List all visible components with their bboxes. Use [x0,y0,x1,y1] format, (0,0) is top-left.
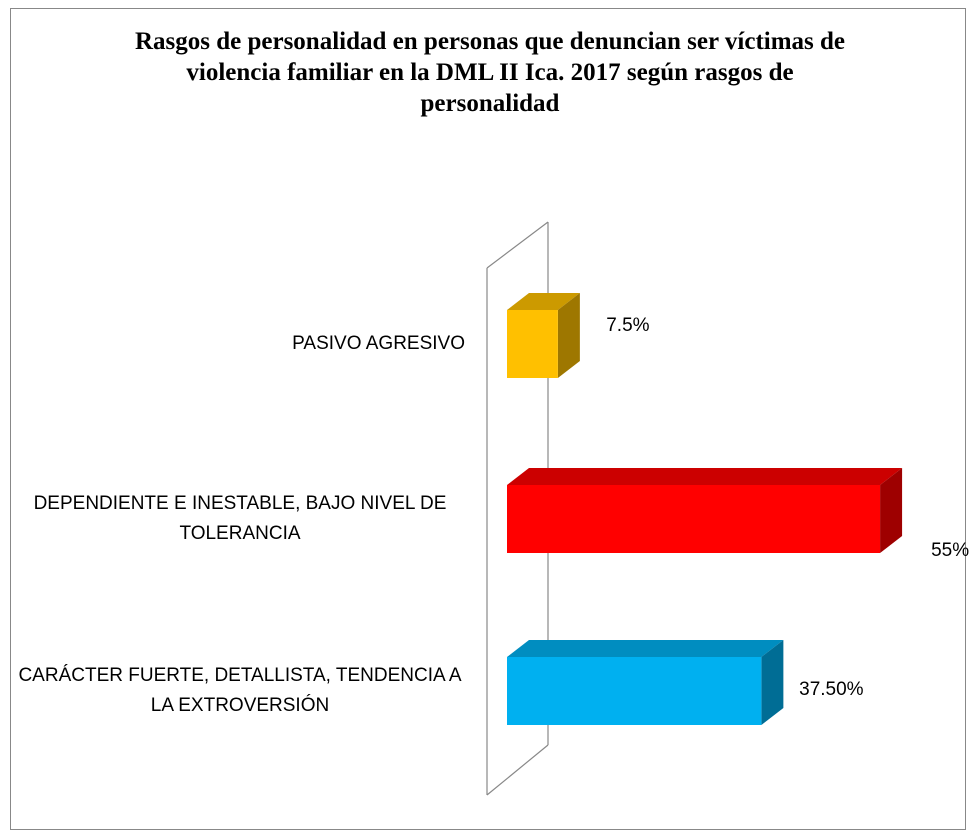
category-label: DEPENDIENTE E INESTABLE, BAJO NIVEL DE T… [33,493,447,544]
chart-title: Rasgos de personalidad en personas que d… [134,28,846,117]
bar [507,310,558,378]
category-label-box: DEPENDIENTE E INESTABLE, BAJO NIVEL DE T… [15,489,465,549]
data-label: 55% [931,540,969,561]
data-label: 37.50% [799,679,864,700]
chart-frame [10,8,966,830]
bar-side [761,640,784,725]
bar [507,657,762,725]
category-label-box: PASIVO AGRESIVO [15,329,465,359]
wall-edge [486,221,549,269]
bar-top [507,468,903,485]
wall-edge [486,744,549,796]
bar-top [507,293,580,310]
bar-top [507,640,784,657]
category-label: PASIVO AGRESIVO [292,333,465,354]
category-label: CARÁCTER FUERTE, DETALLISTA, TENDENCIA A… [18,665,462,716]
category-label-box: CARÁCTER FUERTE, DETALLISTA, TENDENCIA A… [15,661,465,721]
data-label: 7.5% [606,315,649,336]
bar-side [880,468,903,553]
bar-side [557,293,580,378]
bar [507,485,881,553]
